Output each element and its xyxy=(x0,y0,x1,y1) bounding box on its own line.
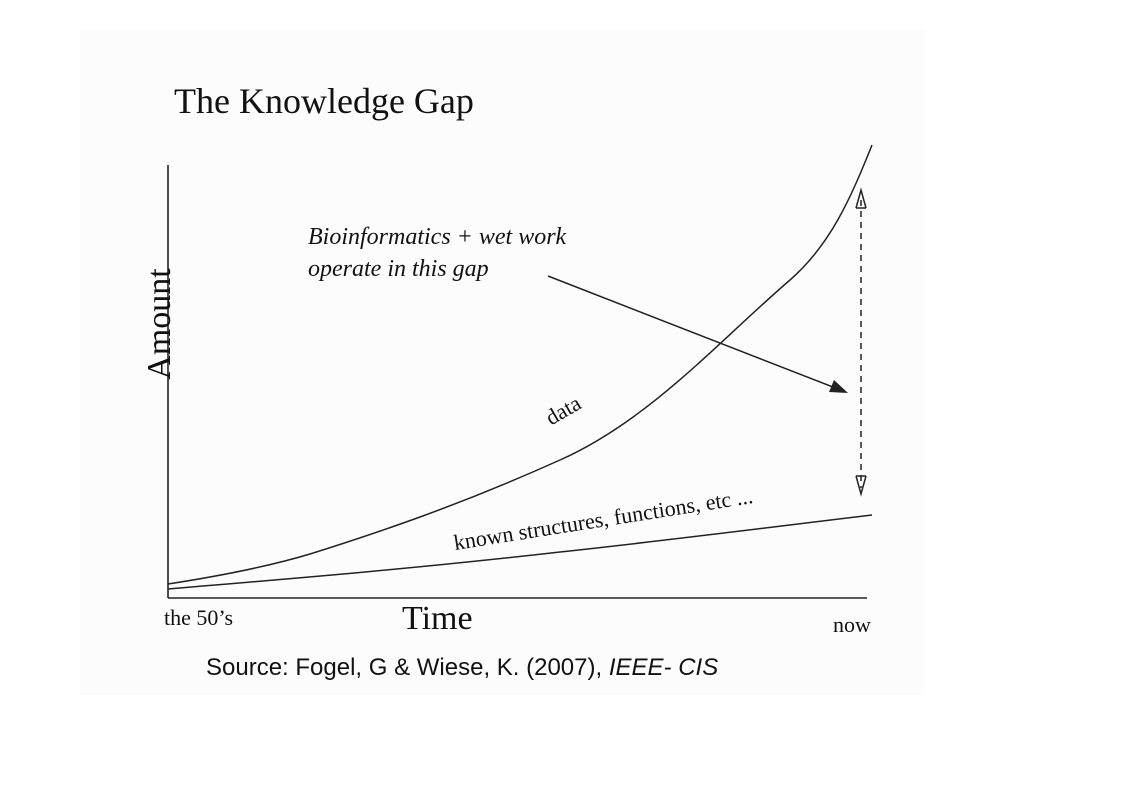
x-axis-label: Time xyxy=(402,600,473,637)
annotation-line-1: Bioinformatics + wet work xyxy=(308,224,567,250)
y-axis-label: Amount xyxy=(141,268,178,380)
annotation-line-2: operate in this gap xyxy=(308,256,489,282)
annotation-arrow xyxy=(547,275,839,390)
known-curve xyxy=(167,514,873,590)
data-curve xyxy=(167,144,873,585)
gap-arrowhead-top xyxy=(855,187,867,209)
diagram-title: The Knowledge Gap xyxy=(174,81,474,121)
annotation-arrowhead xyxy=(829,380,848,393)
source-journal: IEEE- CIS xyxy=(608,654,719,681)
source-citation: Source: Fogel, G & Wiese, K. (2007), IEE… xyxy=(206,654,718,682)
gap-arrowhead-bottom xyxy=(855,475,867,497)
x-axis-end-label: now xyxy=(833,612,871,637)
source-prefix: Source: Fogel, G & Wiese, K. (2007), xyxy=(206,654,609,681)
x-axis-start-label: the 50’s xyxy=(164,605,234,630)
